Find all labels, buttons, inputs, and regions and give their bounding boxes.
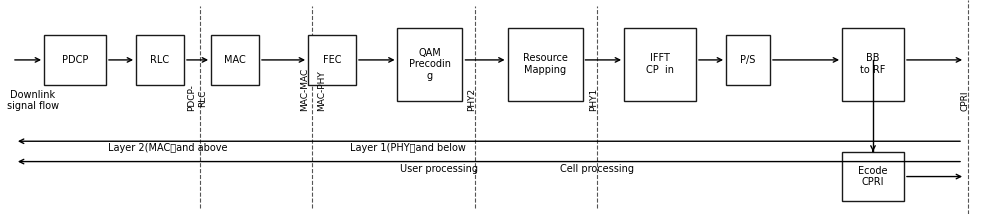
Bar [842,28,904,101]
Text: IFFT
CP  in: IFFT CP in [646,54,674,75]
Text: Downlink
signal flow: Downlink signal flow [7,90,59,111]
Text: PHY2: PHY2 [468,88,477,111]
Text: PHY1: PHY1 [590,88,598,111]
Text: FEC: FEC [323,55,341,65]
Text: MAC-MAC: MAC-MAC [300,68,310,111]
Text: P/S: P/S [740,55,756,65]
Bar [726,35,770,85]
Text: PDCP: PDCP [62,55,88,65]
Text: Layer 1(PHY）and below: Layer 1(PHY）and below [350,143,466,153]
Bar [211,35,259,85]
Text: PDCP-
RLC: PDCP- RLC [187,84,207,111]
Text: Resource
Mapping: Resource Mapping [523,54,567,75]
Bar [842,152,904,201]
Text: Cell processing: Cell processing [560,164,634,174]
Text: QAM
Precodin
g: QAM Precodin g [409,48,451,81]
Bar [136,35,184,85]
Bar [44,35,106,85]
Text: Layer 2(MAC）and above: Layer 2(MAC）and above [108,143,228,153]
Text: CPRI: CPRI [960,91,970,111]
Bar [397,28,462,101]
Bar [624,28,696,101]
Text: MAC: MAC [224,55,246,65]
Text: BB
to RF: BB to RF [860,54,886,75]
Text: Ecode
CPRI: Ecode CPRI [858,166,888,187]
Text: RLC: RLC [150,55,170,65]
Text: MAC-PHY: MAC-PHY [318,71,326,111]
Bar [508,28,582,101]
Text: User processing: User processing [400,164,478,174]
Bar [308,35,356,85]
